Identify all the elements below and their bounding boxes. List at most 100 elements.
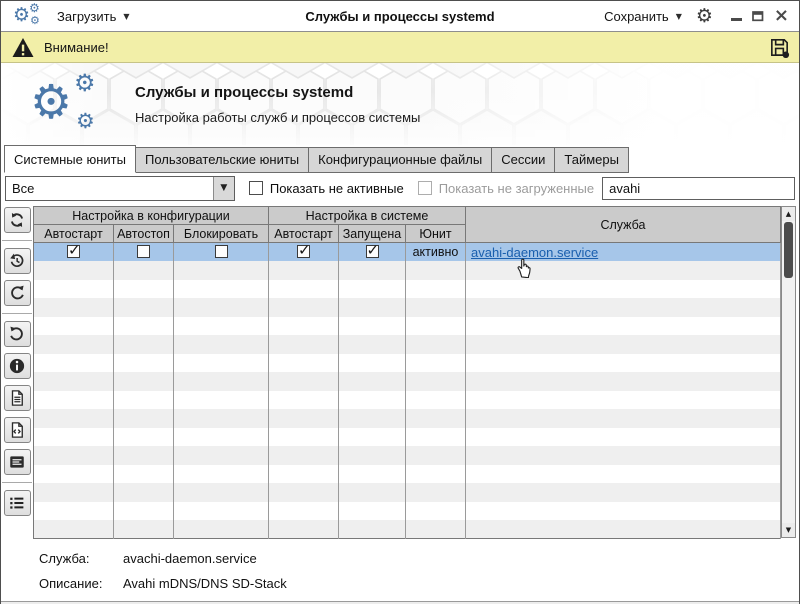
horizontal-scrollbar[interactable] [1, 601, 799, 604]
table-row[interactable] [33, 261, 781, 280]
service-link[interactable]: avahi-daemon.service [471, 244, 599, 260]
undo-icon [10, 326, 23, 341]
refresh-button[interactable] [3, 207, 31, 233]
scrollbar-track[interactable] [782, 221, 795, 523]
chevron-down-icon[interactable]: ▼ [212, 176, 234, 200]
table-row-selected[interactable]: активно avahi-daemon.service [33, 241, 781, 279]
history-restore-icon [10, 253, 24, 268]
save-button-label: Сохранить [604, 8, 669, 24]
history-restore-button[interactable] [3, 248, 31, 274]
warning-text: Внимание! [44, 39, 109, 55]
code-file-icon [11, 422, 23, 438]
table-column-header-row: Автостарт Автостоп Блокировать Автостарт… [33, 224, 781, 243]
tab-timers[interactable]: Таймеры [554, 147, 629, 173]
unit-status: активно [405, 242, 466, 261]
group-header-config: Настройка в конфигурации [33, 206, 269, 225]
block-checkbox[interactable] [214, 245, 228, 259]
unit-filter-value: Все [12, 180, 35, 196]
list-button[interactable] [3, 490, 31, 516]
header-fade-overlay [1, 63, 799, 145]
show-inactive-checkbox[interactable]: Показать не активные [248, 181, 404, 196]
minimize-icon[interactable] [730, 18, 742, 21]
column-header-autostop: Автостоп [113, 224, 174, 243]
load-button-label: Загрузить [57, 8, 117, 24]
filter-bar: Все ▼ Показать не активные Показать не з… [1, 173, 799, 203]
log-view-button[interactable] [3, 449, 31, 475]
table-group-header-row: Настройка в конфигурации Настройка в сис… [33, 206, 781, 243]
scroll-down-icon[interactable]: ▼ [782, 523, 795, 537]
info-button[interactable] [3, 353, 31, 379]
close-icon[interactable]: × [773, 5, 789, 26]
vertical-scrollbar[interactable]: ▲ ▼ [781, 206, 796, 538]
scrollbar-thumb[interactable] [784, 222, 793, 278]
table-row[interactable] [33, 390, 781, 409]
tab-system-units[interactable]: Системные юниты [4, 145, 136, 173]
tab-config-files[interactable]: Конфигурационные файлы [308, 147, 493, 173]
description-label: Описание: [39, 576, 103, 591]
table-row[interactable] [33, 520, 781, 539]
column-header-unit: Юнит [405, 224, 466, 243]
toolbar-separator [2, 313, 32, 314]
scroll-up-icon[interactable]: ▲ [782, 207, 795, 221]
table-row[interactable] [33, 335, 781, 354]
column-header-running: Запущена [338, 224, 406, 243]
search-input[interactable] [602, 176, 795, 200]
undo-button[interactable] [3, 321, 31, 347]
redo-button[interactable] [3, 280, 31, 306]
description-value: Avahi mDNS/DNS SD-Stack [123, 576, 287, 591]
table-row[interactable] [33, 409, 781, 428]
services-table: Настройка в конфигурации Настройка в сис… [33, 206, 781, 539]
code-file-button[interactable] [3, 417, 31, 443]
services-table-wrap: Настройка в конфигурации Настройка в сис… [33, 206, 797, 541]
log-view-icon [10, 456, 24, 468]
save-file-icon[interactable] [768, 36, 791, 59]
table-row[interactable] [33, 372, 781, 391]
settings-gear-icon[interactable]: ⚙ [695, 4, 713, 27]
table-row[interactable] [33, 483, 781, 502]
window-controls: × [730, 5, 789, 26]
unit-filter-dropdown[interactable]: Все ▼ [5, 175, 235, 201]
info-icon [9, 358, 25, 374]
column-header-autostart-config: Автостарт [33, 224, 114, 243]
service-value: avachi-daemon.service [123, 551, 257, 566]
autostop-checkbox[interactable] [137, 245, 150, 259]
autostart-system-checkbox[interactable] [297, 241, 311, 259]
action-toolbar [1, 206, 33, 541]
table-row[interactable] [33, 464, 781, 483]
table-row[interactable] [33, 501, 781, 520]
tab-sessions[interactable]: Сессии [491, 147, 556, 173]
chevron-down-icon: ▼ [675, 11, 682, 21]
table-row[interactable] [33, 427, 781, 446]
page-title: Службы и процессы systemd [135, 83, 354, 101]
service-label: Служба: [39, 551, 90, 566]
toolbar-separator [2, 482, 32, 483]
running-checkbox[interactable] [365, 241, 379, 259]
table-row[interactable] [33, 446, 781, 465]
main-area: Настройка в конфигурации Настройка в сис… [1, 203, 799, 541]
table-row[interactable] [33, 279, 781, 298]
tab-user-units[interactable]: Пользовательские юниты [134, 147, 310, 173]
checkbox-icon [417, 181, 432, 195]
table-row[interactable] [33, 298, 781, 317]
table-row[interactable] [33, 353, 781, 372]
tab-bar: Системные юниты Пользовательские юниты К… [1, 145, 799, 173]
show-unloaded-checkbox: Показать не загруженные [417, 181, 594, 196]
maximize-icon[interactable] [752, 10, 764, 22]
save-button[interactable]: Сохранить ▼ [604, 9, 682, 24]
chevron-down-icon: ▼ [123, 11, 130, 21]
text-file-button[interactable] [3, 385, 31, 411]
details-panel: Служба: avachi-daemon.service Описание: … [1, 541, 799, 601]
text-file-icon [11, 390, 23, 406]
app-gears-icon: ⚙ ⚙ ⚙ [13, 1, 40, 27]
load-button[interactable]: Загрузить ▼ [57, 9, 130, 24]
autostart-config-checkbox[interactable] [67, 241, 81, 259]
warning-triangle-icon [12, 37, 34, 57]
group-header-system: Настройка в системе [268, 206, 466, 225]
table-body: активно avahi-daemon.service [33, 241, 781, 539]
page-subtitle: Настройка работы служб и процессов систе… [135, 109, 421, 125]
checkbox-icon[interactable] [248, 181, 263, 195]
table-row[interactable] [33, 316, 781, 335]
list-icon [10, 497, 24, 509]
column-header-service: Служба [465, 206, 781, 243]
